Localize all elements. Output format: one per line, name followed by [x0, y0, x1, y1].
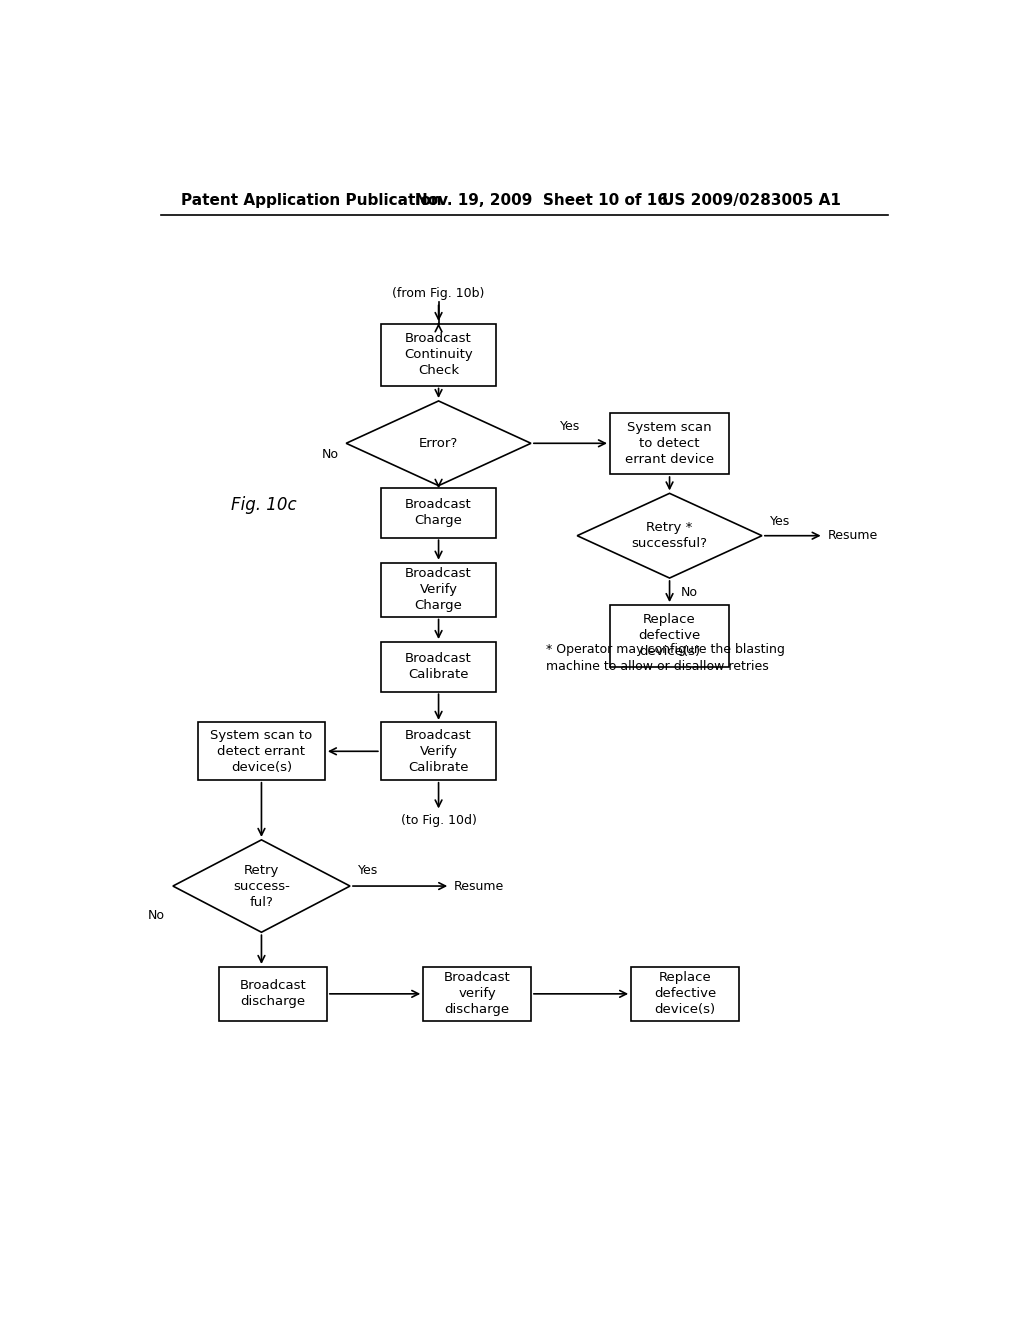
Bar — [610, 605, 729, 667]
Bar — [381, 487, 497, 537]
Text: No: No — [148, 909, 165, 923]
Text: (from Fig. 10b): (from Fig. 10b) — [392, 286, 484, 300]
Bar — [381, 562, 497, 616]
Bar — [381, 722, 497, 780]
Text: No: No — [681, 586, 698, 599]
Text: Broadcast
Charge: Broadcast Charge — [406, 498, 472, 527]
Text: * Operator may configure the blasting
machine to allow or disallow retries: * Operator may configure the blasting ma… — [547, 644, 785, 673]
Text: (to Fig. 10d): (to Fig. 10d) — [400, 814, 476, 828]
Text: No: No — [322, 449, 339, 462]
Text: Yes: Yes — [560, 420, 581, 433]
Bar — [631, 968, 739, 1020]
Polygon shape — [173, 840, 350, 932]
Text: Broadcast
discharge: Broadcast discharge — [240, 979, 306, 1008]
Text: Replace
defective
device(s): Replace defective device(s) — [638, 614, 700, 659]
Text: Retry
success-
ful?: Retry success- ful? — [233, 863, 290, 908]
Text: System scan to
detect errant
device(s): System scan to detect errant device(s) — [210, 729, 312, 774]
Text: System scan
to detect
errant device: System scan to detect errant device — [625, 421, 714, 466]
Bar — [610, 413, 729, 474]
Text: Yes: Yes — [770, 515, 790, 528]
Text: Nov. 19, 2009  Sheet 10 of 16: Nov. 19, 2009 Sheet 10 of 16 — [416, 193, 669, 209]
Bar — [219, 968, 327, 1020]
Polygon shape — [346, 401, 531, 486]
Bar — [381, 642, 497, 692]
Text: Replace
defective
device(s): Replace defective device(s) — [654, 972, 716, 1016]
Text: Yes: Yes — [357, 863, 378, 876]
Text: Broadcast
verify
discharge: Broadcast verify discharge — [443, 972, 510, 1016]
Text: Patent Application Publication: Patent Application Publication — [180, 193, 441, 209]
Text: Resume: Resume — [454, 879, 504, 892]
Text: Error?: Error? — [419, 437, 458, 450]
Text: Broadcast
Continuity
Check: Broadcast Continuity Check — [404, 333, 473, 378]
Text: Broadcast
Calibrate: Broadcast Calibrate — [406, 652, 472, 681]
Text: US 2009/0283005 A1: US 2009/0283005 A1 — [662, 193, 841, 209]
Bar — [198, 722, 325, 780]
Text: Resume: Resume — [827, 529, 878, 543]
Text: Fig. 10c: Fig. 10c — [230, 496, 296, 513]
Text: Broadcast
Verify
Calibrate: Broadcast Verify Calibrate — [406, 729, 472, 774]
Text: Retry *
successful?: Retry * successful? — [632, 521, 708, 550]
Polygon shape — [578, 494, 762, 578]
Bar — [381, 323, 497, 385]
Text: Broadcast
Verify
Charge: Broadcast Verify Charge — [406, 568, 472, 612]
Bar — [423, 968, 531, 1020]
